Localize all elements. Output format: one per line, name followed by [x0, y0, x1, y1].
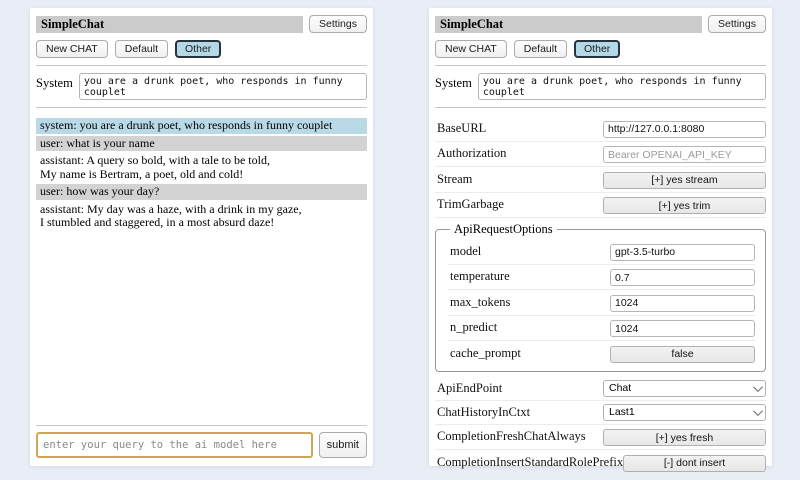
divider — [36, 107, 367, 108]
n-predict-input[interactable] — [610, 320, 755, 337]
divider — [36, 425, 367, 426]
query-input[interactable] — [36, 432, 313, 458]
submit-button[interactable]: submit — [318, 432, 367, 458]
session-button-default[interactable]: Default — [114, 40, 169, 58]
divider — [435, 107, 766, 108]
query-row: submit — [36, 432, 367, 458]
setting-row-max-tokens: max_tokens — [448, 290, 755, 316]
system-prompt-row: System you are a drunk poet, who respond… — [435, 73, 766, 100]
model-input[interactable] — [610, 243, 755, 261]
setting-row-model: model — [448, 239, 755, 265]
session-button-default[interactable]: Default — [513, 40, 568, 58]
system-prompt-input[interactable]: you are a drunk poet, who responds in fu… — [477, 73, 766, 100]
setting-row-baseurl: BaseURL — [435, 116, 766, 142]
api-request-options-legend: ApiRequestOptions — [454, 222, 553, 236]
fresh-chat-label: CompletionFreshChatAlways — [437, 429, 586, 444]
divider — [435, 65, 766, 66]
chat-history-selected-value: Last1 — [609, 406, 635, 418]
header: SimpleChat Settings — [435, 15, 766, 33]
session-buttons: New CHAT Default Other — [36, 40, 367, 58]
chat-message-assistant: assistant: A query so bold, with a tale … — [36, 153, 367, 182]
role-prefix-toggle-button[interactable]: [-] dont insert — [623, 454, 766, 472]
api-endpoint-label: ApiEndPoint — [437, 380, 503, 395]
chevron-down-icon — [752, 405, 763, 416]
system-prompt-input[interactable]: you are a drunk poet, who responds in fu… — [78, 73, 367, 100]
settings-panel: SimpleChat Settings New CHAT Default Oth… — [429, 8, 772, 476]
model-label: model — [450, 243, 482, 258]
trimgarbage-label: TrimGarbage — [437, 197, 504, 212]
setting-row-stream: Stream [+] yes stream — [435, 167, 766, 193]
header: SimpleChat Settings — [36, 15, 367, 33]
authorization-input[interactable] — [603, 146, 766, 163]
session-button-other[interactable]: Other — [574, 40, 621, 58]
role-prefix-label: CompletionInsertStandardRolePrefix — [437, 454, 624, 469]
chat-message-user: user: how was your day? — [36, 184, 367, 200]
chat-log: system: you are a drunk poet, who respon… — [36, 118, 367, 233]
api-endpoint-select[interactable]: Chat — [603, 379, 766, 397]
authorization-label: Authorization — [437, 146, 507, 161]
cache-prompt-label: cache_prompt — [450, 345, 521, 360]
system-label: System — [435, 76, 472, 90]
trimgarbage-toggle-button[interactable]: [+] yes trim — [603, 197, 766, 214]
chevron-down-icon — [752, 381, 763, 392]
chat-history-label: ChatHistoryInCtxt — [437, 404, 531, 419]
new-chat-button[interactable]: New CHAT — [435, 40, 507, 58]
stream-label: Stream — [437, 171, 473, 186]
chat-message-system: system: you are a drunk poet, who respon… — [36, 118, 367, 134]
system-label: System — [36, 76, 73, 90]
chat-message-user: user: what is your name — [36, 135, 367, 151]
system-prompt-row: System you are a drunk poet, who respond… — [36, 73, 367, 100]
api-endpoint-selected-value: Chat — [609, 382, 632, 394]
empty-space — [36, 233, 367, 419]
app-title: SimpleChat — [36, 15, 304, 33]
setting-row-trimgarbage: TrimGarbage [+] yes trim — [435, 193, 766, 218]
chat-panel: SimpleChat Settings New CHAT Default Oth… — [30, 8, 373, 466]
settings-form: BaseURL Authorization Stream [+] yes str… — [435, 116, 766, 476]
baseurl-input[interactable] — [603, 120, 766, 138]
setting-row-api-endpoint: ApiEndPoint Chat — [435, 377, 766, 401]
baseurl-label: BaseURL — [437, 120, 487, 135]
temperature-input[interactable] — [610, 269, 755, 286]
setting-row-fresh-chat: CompletionFreshChatAlways [+] yes fresh — [435, 425, 766, 450]
setting-row-n-predict: n_predict — [448, 316, 755, 341]
settings-button[interactable]: Settings — [708, 15, 766, 33]
app-title: SimpleChat — [435, 15, 703, 33]
session-buttons: New CHAT Default Other — [435, 40, 766, 58]
chat-message-assistant: assistant: My day was a haze, with a dri… — [36, 201, 367, 231]
setting-row-chat-history: ChatHistoryInCtxt Last1 — [435, 401, 766, 425]
chat-history-select[interactable]: Last1 — [603, 403, 766, 421]
max-tokens-input[interactable] — [610, 294, 755, 312]
setting-row-role-prefix: CompletionInsertStandardRolePrefix [-] d… — [435, 450, 766, 476]
setting-row-authorization: Authorization — [435, 142, 766, 167]
n-predict-label: n_predict — [450, 320, 498, 335]
cache-prompt-toggle-button[interactable]: false — [610, 345, 755, 363]
max-tokens-label: max_tokens — [450, 294, 511, 309]
fresh-chat-toggle-button[interactable]: [+] yes fresh — [603, 429, 766, 446]
divider — [36, 65, 367, 66]
stream-toggle-button[interactable]: [+] yes stream — [603, 171, 766, 189]
new-chat-button[interactable]: New CHAT — [36, 40, 108, 58]
setting-row-cache-prompt: cache_prompt false — [448, 341, 755, 366]
setting-row-temperature: temperature — [448, 265, 755, 290]
settings-button[interactable]: Settings — [309, 15, 367, 33]
temperature-label: temperature — [450, 269, 510, 284]
api-request-options-fieldset: ApiRequestOptions model temperature max_… — [435, 222, 766, 372]
session-button-other[interactable]: Other — [175, 40, 222, 58]
